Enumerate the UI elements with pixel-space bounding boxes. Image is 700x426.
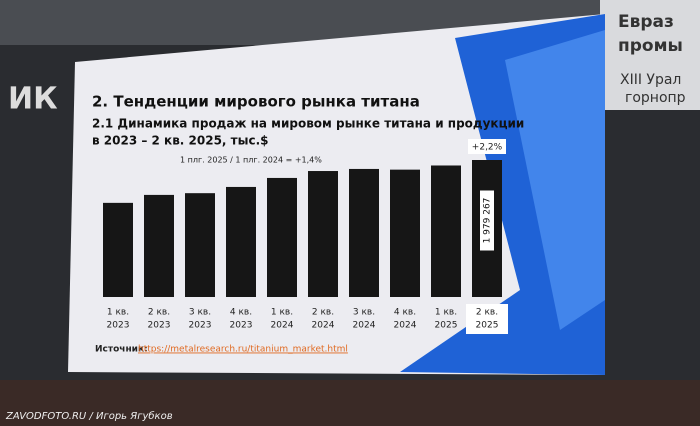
bar [144,194,174,297]
x-tick-label: 4 кв. [230,308,252,318]
x-tick-label: 2024 [271,321,294,331]
watermark: ZAVODFOTO.RU / Игорь Ягубков [5,410,173,422]
x-tick-label: 2025 [476,321,499,331]
bar [267,177,297,297]
logo: ИК [8,82,58,117]
bar [103,202,133,297]
x-tick-label: 2 кв. [148,308,170,318]
banner [600,0,700,110]
seats [0,380,700,426]
bar [226,186,256,297]
x-tick-label: 1 кв. [271,308,293,318]
bar [390,169,420,297]
source-link[interactable]: https://metalresearch.ru/titanium_market… [138,345,348,355]
x-tick-label: 2023 [230,321,253,331]
bar [349,168,379,297]
x-tick-label: 2024 [353,321,376,331]
banner-text: Евраз [618,12,674,32]
banner-text: промы [618,36,683,56]
banner-text: XIII Урал [620,72,681,88]
x-tick-label: 2024 [312,321,335,331]
bar [185,193,215,297]
slide-subtitle: в 2023 – 2 кв. 2025, тыс.$ [92,134,269,148]
bar [431,165,461,297]
source-label: Источник: [95,345,148,355]
x-tick-label: 2 кв. [476,308,498,318]
x-tick-label: 3 кв. [189,308,211,318]
annotation: 1 плг. 2025 / 1 плг. 2024 = +1,4% [180,156,322,165]
bar [308,171,338,297]
slide-decor [505,30,605,330]
slide-subtitle: 2.1 Динамика продаж на мировом рынке тит… [92,117,524,131]
x-tick-label: 2023 [189,321,212,331]
x-tick-label: 1 кв. [107,308,129,318]
x-tick-label: 2025 [435,321,458,331]
x-tick-label: 4 кв. [394,308,416,318]
annotation-box [468,139,506,154]
value-label: 1 979 267 [483,198,493,244]
category-box [466,304,508,334]
value-label-box [480,190,494,251]
x-tick-label: 2023 [148,321,171,331]
annotation: +2,2% [472,143,503,153]
slide-title: 2. Тенденции мирового рынка титана [92,93,420,111]
x-tick-label: 1 кв. [435,308,457,318]
x-tick-label: 3 кв. [353,308,375,318]
x-tick-label: 2024 [394,321,417,331]
banner-text: горнопр [625,90,686,106]
x-tick-label: 2 кв. [312,308,334,318]
x-tick-label: 2023 [107,321,130,331]
